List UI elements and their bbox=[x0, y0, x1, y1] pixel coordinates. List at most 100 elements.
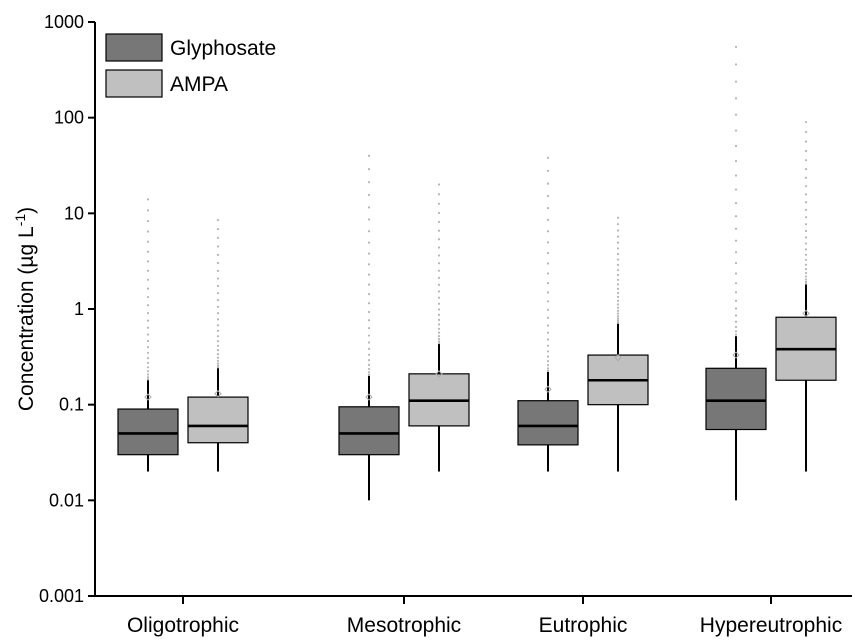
outliers-layer bbox=[146, 45, 808, 381]
outlier-point bbox=[616, 309, 620, 312]
outlier-point bbox=[216, 356, 220, 359]
outlier-point bbox=[437, 183, 441, 186]
outlier-point bbox=[616, 306, 620, 309]
outlier-point bbox=[734, 307, 738, 310]
outlier-point bbox=[437, 342, 441, 345]
outlier-point bbox=[146, 373, 150, 376]
outlier-point bbox=[437, 269, 441, 272]
outlier-point bbox=[546, 206, 550, 210]
outlier-point bbox=[804, 130, 808, 134]
outlier-point bbox=[367, 181, 371, 184]
outlier-point bbox=[804, 159, 808, 162]
outlier-point bbox=[146, 346, 150, 349]
outlier-point bbox=[216, 253, 220, 256]
outlier-point bbox=[437, 323, 441, 326]
outlier-point bbox=[437, 302, 441, 305]
outlier-point bbox=[146, 250, 150, 253]
outlier-point bbox=[546, 364, 550, 367]
outlier-point bbox=[146, 230, 150, 233]
outlier-point bbox=[734, 314, 738, 317]
outlier-point bbox=[146, 269, 150, 272]
outlier-point bbox=[546, 262, 550, 265]
outlier-point bbox=[216, 228, 220, 231]
outlier-point bbox=[437, 220, 441, 224]
outlier-point bbox=[616, 291, 620, 295]
outlier-point bbox=[367, 310, 371, 314]
outlier-point bbox=[146, 339, 150, 343]
outlier-point bbox=[216, 359, 220, 362]
outlier-point bbox=[616, 241, 620, 244]
outlier-point bbox=[734, 330, 738, 333]
outlier-point bbox=[146, 378, 150, 381]
outlier-point bbox=[146, 366, 150, 369]
outlier-point bbox=[804, 253, 808, 256]
outlier-point bbox=[804, 223, 808, 226]
outlier-point bbox=[616, 263, 620, 267]
outlier-point bbox=[546, 272, 550, 275]
outlier-point bbox=[804, 242, 808, 245]
outlier-point bbox=[734, 291, 738, 294]
outlier-point bbox=[804, 263, 808, 266]
outlier-point bbox=[546, 367, 550, 370]
outlier-point bbox=[216, 277, 220, 280]
outlier-point bbox=[437, 327, 441, 330]
outlier-point bbox=[216, 335, 220, 338]
outlier-point bbox=[734, 202, 738, 205]
outlier-point bbox=[616, 319, 620, 322]
mean-marker bbox=[614, 353, 622, 362]
outlier-point bbox=[616, 273, 620, 277]
outlier-point bbox=[804, 258, 808, 262]
outlier-point bbox=[734, 97, 738, 100]
outlier-point bbox=[437, 340, 441, 343]
mean-marker bbox=[802, 309, 810, 318]
outlier-point bbox=[216, 236, 220, 240]
outlier-point bbox=[546, 369, 550, 372]
outlier-point bbox=[804, 176, 808, 179]
outlier-point bbox=[216, 284, 220, 288]
y-axis-title-main: Concentration (µg L bbox=[15, 226, 38, 411]
outlier-point bbox=[367, 363, 371, 366]
outlier-point bbox=[546, 331, 550, 334]
outlier-point bbox=[734, 215, 738, 218]
y-tick-label: 1000 bbox=[44, 12, 84, 32]
outlier-point bbox=[616, 317, 620, 320]
outlier-point bbox=[216, 366, 220, 369]
outlier-point bbox=[146, 370, 150, 373]
outlier-point bbox=[216, 364, 220, 367]
outlier-point bbox=[546, 251, 550, 255]
outlier-point bbox=[146, 326, 150, 329]
outlier-point bbox=[616, 247, 620, 250]
mean-marker bbox=[544, 385, 552, 393]
outlier-point bbox=[146, 319, 150, 322]
box-glyphosate bbox=[705, 367, 767, 431]
outlier-point bbox=[437, 331, 441, 334]
outlier-point bbox=[437, 313, 441, 316]
outlier-point bbox=[804, 120, 808, 124]
y-tick-label: 0.001 bbox=[39, 586, 84, 606]
outlier-point bbox=[734, 333, 738, 336]
outlier-point bbox=[616, 216, 620, 219]
outlier-point bbox=[804, 167, 808, 171]
mean-marker bbox=[732, 351, 740, 359]
outlier-point bbox=[437, 202, 441, 205]
outlier-point bbox=[367, 263, 371, 266]
outlier-point bbox=[734, 272, 738, 275]
outlier-point bbox=[546, 344, 550, 347]
outlier-point bbox=[216, 292, 220, 295]
outlier-point bbox=[616, 315, 620, 318]
mean-marker bbox=[144, 393, 152, 401]
outlier-point bbox=[367, 206, 371, 209]
outlier-point bbox=[804, 185, 808, 188]
outlier-point bbox=[734, 159, 738, 163]
outlier-point bbox=[546, 316, 550, 319]
y-axis-title-close: ) bbox=[15, 207, 38, 214]
outlier-point bbox=[734, 80, 738, 83]
legend-swatch-glyphosate bbox=[105, 33, 163, 62]
outlier-point bbox=[804, 275, 808, 278]
outlier-point bbox=[734, 45, 738, 48]
outlier-point bbox=[546, 308, 550, 311]
outlier-point bbox=[616, 312, 620, 315]
outlier-point bbox=[616, 287, 620, 290]
outlier-point bbox=[804, 282, 808, 285]
outlier-point bbox=[216, 324, 220, 327]
